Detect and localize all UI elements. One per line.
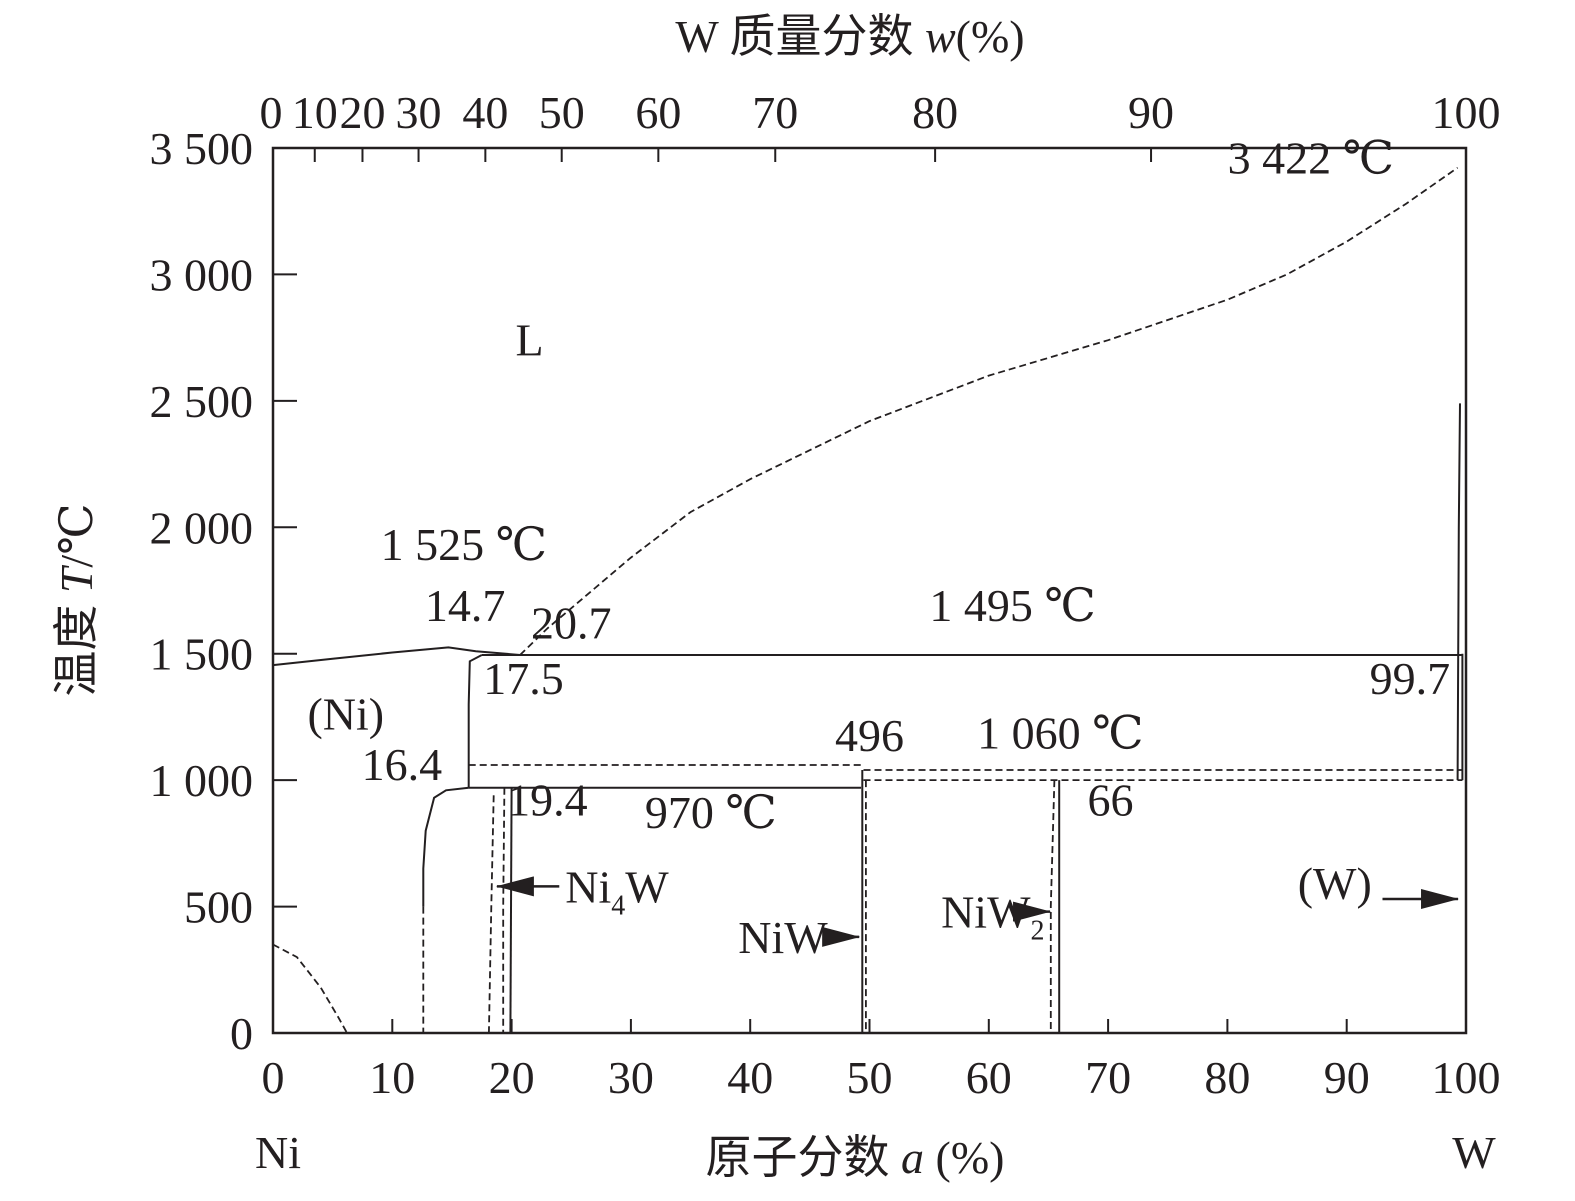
annotation: 970 ℃ xyxy=(645,787,777,838)
top-tick-label: 0 xyxy=(260,87,283,138)
top-tick-label: 10 xyxy=(292,87,338,138)
x-tick-label: 90 xyxy=(1324,1052,1370,1103)
phase-label: Ni4W xyxy=(565,861,669,921)
x-tick-label: 20 xyxy=(489,1052,535,1103)
x-tick-label: 100 xyxy=(1432,1052,1501,1103)
y-tick-label: 1 000 xyxy=(150,755,254,806)
x-tick-label: 10 xyxy=(369,1052,415,1103)
annotation: L xyxy=(515,314,543,365)
top-tick-label: 50 xyxy=(539,87,585,138)
y-tick-label: 500 xyxy=(184,882,253,933)
element-label-w: W xyxy=(1452,1127,1496,1178)
phase-boundary xyxy=(467,654,483,788)
top-tick-label: 100 xyxy=(1432,87,1501,138)
phase-boundary-dashed xyxy=(519,166,1459,656)
element-label-ni: Ni xyxy=(255,1127,301,1178)
top-tick-label: 80 xyxy=(912,87,958,138)
phase-boundary-dashed xyxy=(502,787,506,1033)
y-tick-label: 2 000 xyxy=(150,502,254,553)
phase-boundary xyxy=(509,787,513,1034)
phase-boundary xyxy=(1456,403,1461,781)
top-tick-label: 20 xyxy=(339,87,385,138)
phase-boundary-dashed xyxy=(272,943,348,1034)
phase-boundary-dashed xyxy=(1049,780,1056,1033)
x-tick-label: 0 xyxy=(262,1052,285,1103)
top-tick-label: 70 xyxy=(752,87,798,138)
annotation: 19.4 xyxy=(507,775,588,826)
x-tick-label: 50 xyxy=(847,1052,893,1103)
annotation: 3 422 ℃ xyxy=(1228,132,1394,183)
annotation: 1 495 ℃ xyxy=(929,580,1095,631)
y-tick-label: 2 500 xyxy=(150,376,254,427)
y-tick-label: 1 500 xyxy=(150,629,254,680)
annotation: 99.7 xyxy=(1370,653,1451,704)
x-axis-title: 原子分数 a (%) xyxy=(706,1132,1005,1183)
top-axis-title: W 质量分数 w(%) xyxy=(675,11,1024,62)
top-tick-label: 60 xyxy=(635,87,681,138)
phase-boundary xyxy=(272,646,521,667)
annotation: 14.7 xyxy=(425,580,506,631)
x-tick-label: 40 xyxy=(727,1052,773,1103)
phase-boundary-dashed xyxy=(488,795,495,1034)
phase-boundary xyxy=(422,786,469,907)
annotation: (Ni) xyxy=(307,689,384,740)
annotation: (W) xyxy=(1298,858,1372,909)
y-tick-label: 0 xyxy=(230,1008,253,1059)
annotation: 16.4 xyxy=(362,739,443,790)
annotation: 496 xyxy=(835,710,904,761)
x-tick-label: 30 xyxy=(608,1052,654,1103)
top-tick-label: 30 xyxy=(396,87,442,138)
top-tick-label: 40 xyxy=(462,87,508,138)
y-axis-title: 温度 T/℃ xyxy=(51,503,102,696)
x-tick-label: 70 xyxy=(1085,1052,1131,1103)
top-tick-label: 90 xyxy=(1128,87,1174,138)
x-tick-label: 80 xyxy=(1204,1052,1250,1103)
annotation: 20.7 xyxy=(531,598,612,649)
phase-label: NiW2 xyxy=(941,887,1044,947)
y-tick-label: 3 500 xyxy=(150,123,254,174)
annotation: 17.5 xyxy=(483,653,564,704)
annotation: 66 xyxy=(1087,775,1133,826)
x-tick-label: 60 xyxy=(966,1052,1012,1103)
phase-label: NiW xyxy=(738,912,828,963)
annotation: 1 060 ℃ xyxy=(977,708,1143,759)
annotation: 1 525 ℃ xyxy=(381,519,547,570)
y-tick-label: 3 000 xyxy=(150,249,254,300)
